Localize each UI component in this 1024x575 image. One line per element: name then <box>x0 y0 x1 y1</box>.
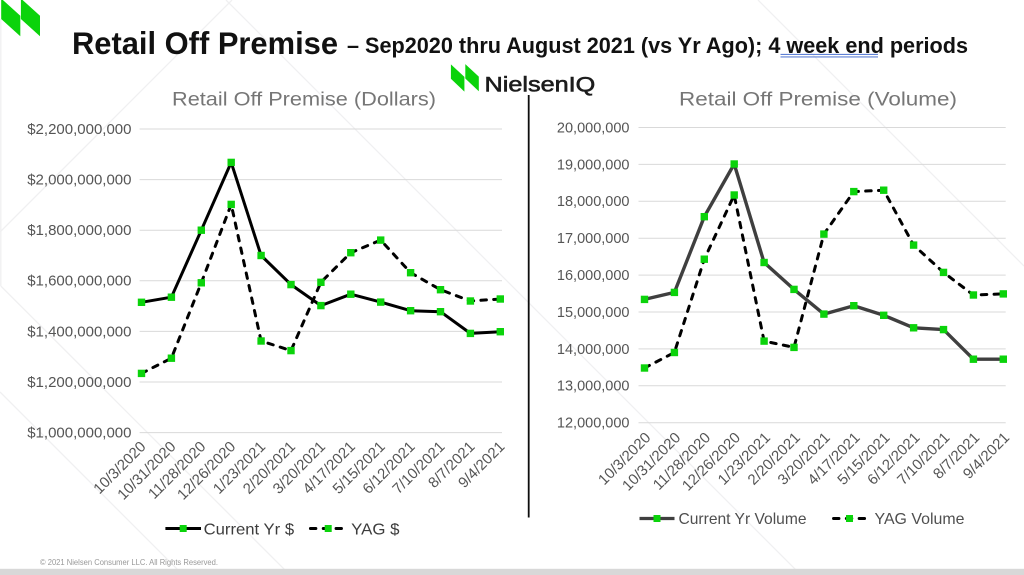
svg-text:$1,400,000,000: $1,400,000,000 <box>27 323 131 340</box>
svg-text:– Sep2020 thru August 2021 (vs: – Sep2020 thru August 2021 (vs Yr Ago); … <box>347 33 968 58</box>
svg-text:$2,000,000,000: $2,000,000,000 <box>27 172 131 189</box>
svg-text:Current Yr Volume: Current Yr Volume <box>679 511 807 528</box>
svg-text:© 2021 Nielsen Consumer LLC. A: © 2021 Nielsen Consumer LLC. All Rights … <box>40 557 218 567</box>
svg-text:Retail Off Premise (Dollars): Retail Off Premise (Dollars) <box>172 89 436 111</box>
svg-text:$2,200,000,000: $2,200,000,000 <box>27 121 131 138</box>
svg-text:Retail Off Premise (Volume): Retail Off Premise (Volume) <box>679 89 957 111</box>
svg-text:$1,600,000,000: $1,600,000,000 <box>27 273 131 290</box>
svg-text:Retail Off Premise: Retail Off Premise <box>72 25 338 61</box>
svg-text:YAG Volume: YAG Volume <box>875 511 965 528</box>
svg-text:Current Yr $: Current Yr $ <box>204 522 295 539</box>
svg-text:17,000,000: 17,000,000 <box>557 231 630 247</box>
svg-text:19,000,000: 19,000,000 <box>557 157 630 173</box>
svg-text:$1,000,000,000: $1,000,000,000 <box>27 425 131 442</box>
svg-text:$1,200,000,000: $1,200,000,000 <box>27 374 131 391</box>
svg-text:18,000,000: 18,000,000 <box>557 194 630 210</box>
svg-text:14,000,000: 14,000,000 <box>557 342 630 358</box>
svg-text:20,000,000: 20,000,000 <box>557 120 630 136</box>
svg-text:NielsenIQ: NielsenIQ <box>485 73 596 96</box>
svg-text:15,000,000: 15,000,000 <box>557 305 630 321</box>
svg-text:$1,800,000,000: $1,800,000,000 <box>27 222 131 239</box>
svg-text:16,000,000: 16,000,000 <box>557 268 630 284</box>
svg-text:13,000,000: 13,000,000 <box>557 379 630 395</box>
svg-text:12,000,000: 12,000,000 <box>557 416 630 432</box>
svg-text:YAG $: YAG $ <box>351 522 399 539</box>
